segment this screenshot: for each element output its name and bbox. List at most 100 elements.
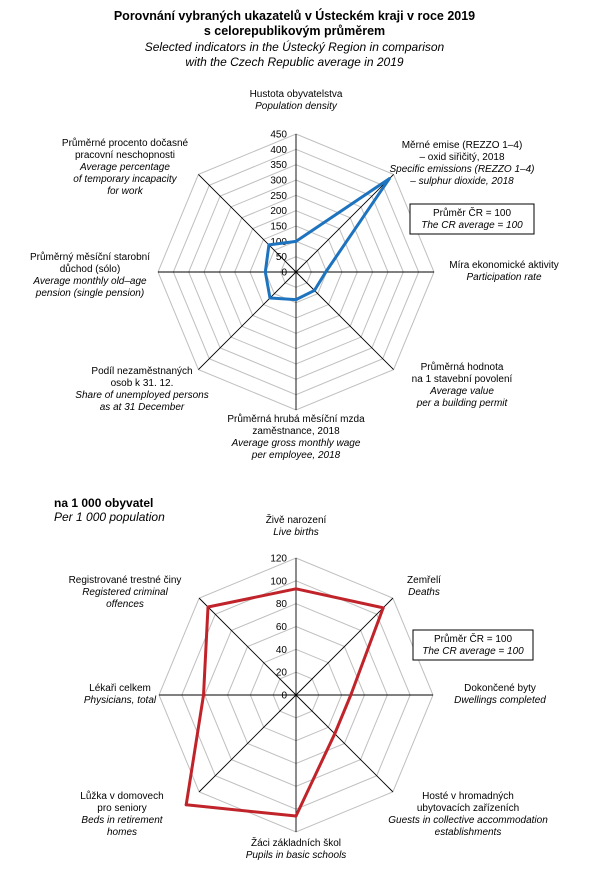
axis-label-en: per a building permit [416,398,509,409]
axis-label-cz: Lůžka v domovech [80,790,163,802]
axis-label-en: establishments [435,827,502,838]
axis-label-en: – sulphur dioxide, 2018 [409,176,514,187]
tick-label: 250 [270,191,287,202]
tick-label: 60 [276,622,288,633]
axis-label-en: Dwellings completed [454,695,546,706]
subtitle-line-2: with the Czech Republic average in 2019 [185,55,404,69]
axis-label-en: pension (single pension) [35,288,144,299]
data-point [349,693,353,697]
axis-label-en: Pupils in basic schools [246,850,347,861]
axis-spoke [295,694,394,793]
tick-label: 50 [276,252,288,263]
axis-label-en: offences [106,599,144,610]
section-label: na 1 000 obyvatel Per 1 000 population [54,496,165,524]
axis-label-en: Physicians, total [84,695,157,706]
axis-label-cz: Dokončené byty [464,683,536,694]
data-point [263,270,267,274]
legend-text-cz: Průměr ČR = 100 [433,206,512,219]
data-point [294,298,298,302]
axis-label-en: Population density [255,101,338,112]
axis-label-cz: Hustota obyvatelstva [250,89,343,100]
axis-spoke [198,694,297,793]
axis-spoke [295,271,394,370]
axis-spoke [198,597,297,696]
tick-label: 100 [270,576,287,587]
data-point [387,177,391,181]
data-point [381,606,385,610]
axis-label-cz: Průměrný měsíční starobní [30,251,150,263]
tick-label: 0 [281,268,287,279]
axis-label-en: Average gross monthly wage [231,438,361,449]
axis-label-en: as at 31 December [100,402,185,413]
axis-label-cz: Podíl nezaměstnaných [91,366,192,377]
data-point [294,587,298,591]
axis-label-en: Registered criminal [82,587,168,598]
axis-spoke [295,597,394,696]
tick-label: 400 [270,145,287,156]
axis-label-cz: Měrné emise (REZZO 1–4) [402,140,523,151]
axis-spoke [198,271,297,370]
tick-label: 150 [270,222,287,233]
section-label-en: Per 1 000 population [54,510,165,524]
axis-label-en: Live births [273,527,319,538]
tick-label: 20 [276,668,288,679]
legend-box [409,203,535,235]
tick-label: 120 [270,554,287,565]
axis-label-cz: Zemřelí [407,575,441,586]
data-point [268,296,272,300]
tick-label: 40 [276,645,288,656]
axis-label-cz: – oxid siřičitý, 2018 [419,152,504,163]
axis-label-cz: zaměstnance, 2018 [252,426,340,437]
tick-label: 350 [270,160,287,171]
axis-label-cz: Hosté v hromadných [422,791,514,802]
tick-label: 0 [281,691,287,702]
axis-label-en: Deaths [408,587,440,598]
data-point [206,605,210,609]
axis-label-en: Guests in collective accommodation [388,815,548,826]
data-point [294,239,298,243]
tick-label: 80 [276,599,288,610]
axis-label-cz: na 1 stavební povolení [412,374,513,385]
axis-label-cz: Průměrná hrubá měsíční mzda [227,413,365,425]
axis-label-en: Share of unemployed persons [75,390,208,401]
axis-label-cz: Průměrná hodnota [421,361,504,373]
tick-label: 300 [270,176,287,187]
legend-text-cz: Průměr ČR = 100 [434,632,513,645]
tick-label: 450 [270,130,287,141]
axis-label-en: per employee, 2018 [251,450,341,461]
title-line-2: s celorepublikovým průměrem [203,24,386,38]
legend-box [412,629,534,661]
data-point [312,288,316,292]
axis-spoke [295,174,394,273]
section-label-cz: na 1 000 obyvatel [54,496,154,510]
axis-label-cz: pracovní neschopnosti [75,150,175,161]
axis-label-cz: ubytovacích zařízeních [417,803,519,814]
axis-label-en: Average percentage [79,162,170,173]
axis-label-cz: Žáci základních škol [251,836,341,849]
axis-label-en: Beds in retirement [81,815,163,826]
axis-label-en: Specific emissions (REZZO 1–4) [389,164,534,175]
axis-label-cz: Míra ekonomické aktivity [449,260,558,271]
legend-text-en: The CR average = 100 [421,220,523,231]
axis-label-cz: pro seniory [97,803,146,814]
data-point [202,693,206,697]
axis-label-en: Average value [429,386,494,397]
axis-label-cz: Registrované trestné činy [69,575,182,586]
data-point [333,732,337,736]
axis-label-en: homes [107,827,137,838]
axis-spoke [198,174,297,273]
title-line-1: Porovnání vybraných ukazatelů v Ústeckém… [113,9,476,23]
data-point [324,270,328,274]
axis-label-cz: Lékaři celkem [89,683,151,694]
data-point [267,243,271,247]
axis-label-en: Participation rate [466,272,541,283]
subtitle-line-1: Selected indicators in the Ústecký Regio… [144,40,445,54]
axis-label-cz: důchod (sólo) [60,263,121,275]
axis-label-en: Average monthly old–age [32,276,147,287]
legend-text-en: The CR average = 100 [422,646,524,657]
axis-label-en: for work [107,186,144,197]
axis-label-en: of temporary incapacity [73,174,177,185]
axis-label-cz: osob k 31. 12. [111,378,174,389]
axis-label-cz: Průměrné procento dočasné [62,137,189,149]
